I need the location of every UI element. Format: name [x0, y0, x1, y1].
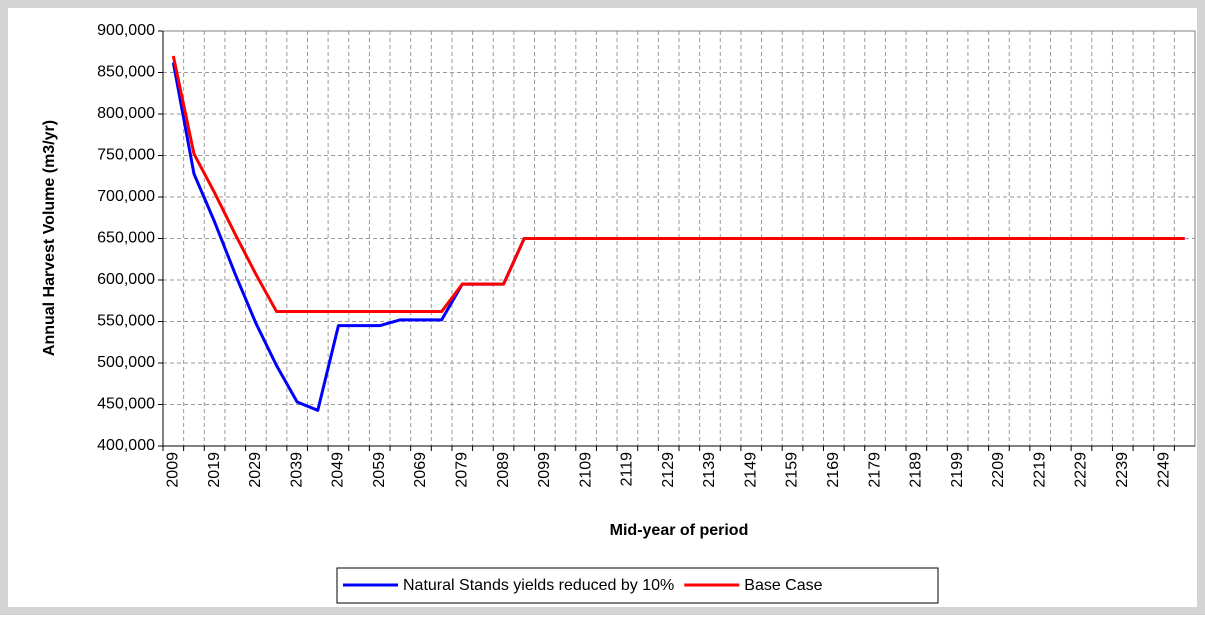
x-tick-label: 2029	[247, 452, 264, 488]
y-tick-label: 400,000	[97, 437, 155, 454]
x-tick-label: 2019	[206, 452, 223, 488]
y-tick-label: 800,000	[97, 105, 155, 122]
x-tick-label: 2059	[371, 452, 388, 488]
y-tick-label: 500,000	[97, 354, 155, 371]
y-tick-label: 650,000	[97, 230, 155, 247]
x-tick-label: 2149	[742, 452, 759, 488]
x-tick-label: 2209	[990, 452, 1007, 488]
x-tick-label: 2109	[577, 452, 594, 488]
x-tick-label: 2119	[619, 452, 636, 487]
x-tick-label: 2079	[453, 452, 470, 488]
x-tick-label: 2179	[866, 452, 883, 488]
y-tick-label: 850,000	[97, 64, 155, 81]
x-tick-label: 2219	[1031, 452, 1048, 488]
x-tick-label: 2129	[660, 452, 677, 488]
y-tick-label: 450,000	[97, 396, 155, 413]
x-tick-label: 2069	[412, 452, 429, 488]
x-tick-label: 2249	[1155, 452, 1172, 488]
x-tick-label: 2189	[908, 452, 925, 488]
legend-label: Natural Stands yields reduced by 10%	[403, 577, 674, 594]
y-tick-label: 550,000	[97, 313, 155, 330]
y-tick-label: 750,000	[97, 147, 155, 164]
x-tick-label: 2049	[330, 452, 347, 488]
x-axis-title: Mid-year of period	[610, 522, 749, 539]
x-tick-label: 2009	[165, 452, 182, 488]
y-tick-label: 700,000	[97, 188, 155, 205]
y-tick-label: 600,000	[97, 271, 155, 288]
y-axis-title: Annual Harvest Volume (m3/yr)	[41, 120, 58, 356]
x-tick-label: 2229	[1073, 452, 1090, 488]
x-tick-label: 2039	[288, 452, 305, 488]
x-tick-label: 2169	[825, 452, 842, 488]
legend-box	[336, 567, 939, 604]
legend-label: Base Case	[744, 577, 822, 594]
x-tick-label: 2089	[495, 452, 512, 488]
y-tick-label: 900,000	[97, 22, 155, 39]
x-tick-label: 2139	[701, 452, 718, 488]
x-tick-label: 2159	[784, 452, 801, 488]
x-tick-label: 2239	[1114, 452, 1131, 488]
series-line	[171, 55, 1185, 314]
x-tick-label: 2199	[949, 452, 966, 488]
x-tick-label: 2099	[536, 452, 553, 488]
